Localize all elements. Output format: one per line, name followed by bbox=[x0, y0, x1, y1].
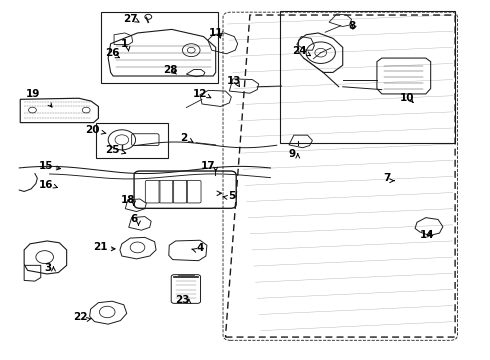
Text: 11: 11 bbox=[208, 28, 223, 38]
Text: 20: 20 bbox=[85, 125, 100, 135]
Text: 10: 10 bbox=[400, 93, 415, 103]
Text: 21: 21 bbox=[93, 242, 108, 252]
Text: 18: 18 bbox=[121, 195, 135, 205]
Text: 26: 26 bbox=[105, 48, 120, 58]
Text: 25: 25 bbox=[105, 144, 120, 154]
Text: 14: 14 bbox=[420, 230, 435, 239]
Text: 8: 8 bbox=[348, 21, 355, 31]
Text: 12: 12 bbox=[193, 89, 207, 99]
Text: 15: 15 bbox=[38, 161, 53, 171]
Text: 28: 28 bbox=[163, 64, 177, 75]
Text: 3: 3 bbox=[45, 263, 52, 273]
Text: 1: 1 bbox=[121, 40, 128, 49]
Text: 5: 5 bbox=[228, 191, 235, 201]
Text: 2: 2 bbox=[180, 133, 188, 143]
Text: 16: 16 bbox=[38, 180, 53, 190]
Text: 23: 23 bbox=[175, 295, 189, 305]
Text: 19: 19 bbox=[26, 89, 41, 99]
Text: 13: 13 bbox=[226, 76, 241, 86]
Text: 6: 6 bbox=[130, 215, 138, 224]
Text: 27: 27 bbox=[123, 14, 138, 24]
Text: 7: 7 bbox=[383, 173, 391, 183]
Text: 17: 17 bbox=[200, 161, 215, 171]
Text: 9: 9 bbox=[288, 149, 295, 159]
Text: 4: 4 bbox=[196, 243, 204, 253]
Text: 22: 22 bbox=[73, 312, 88, 322]
Text: 24: 24 bbox=[293, 46, 307, 56]
